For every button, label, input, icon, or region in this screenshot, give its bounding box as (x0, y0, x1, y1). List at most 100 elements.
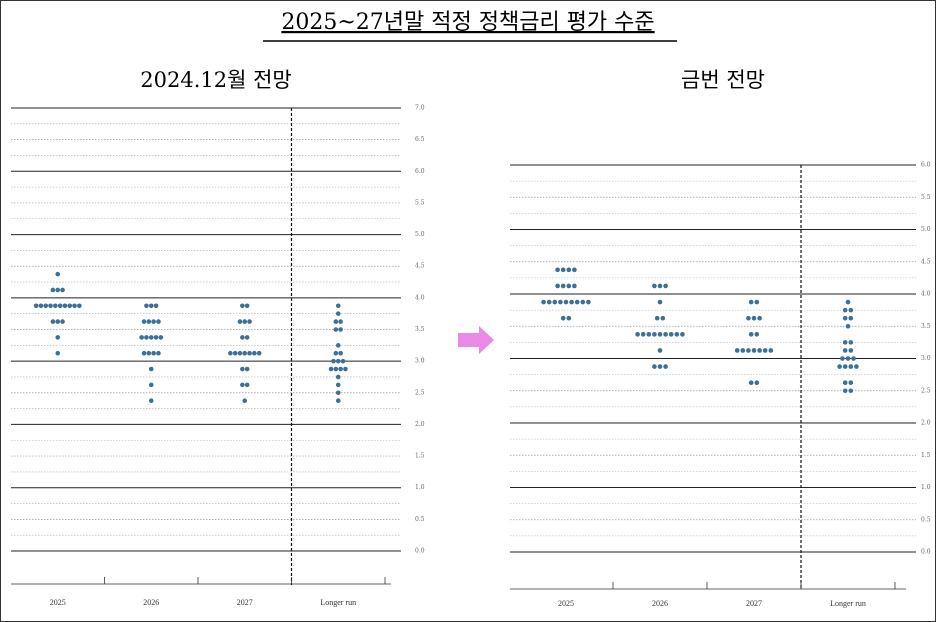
dot (657, 332, 663, 337)
dot (144, 303, 149, 309)
dot (572, 283, 577, 289)
dot (663, 283, 668, 289)
dot (757, 348, 762, 353)
y-tick-label: 0.0 (415, 548, 425, 555)
x-tick-label: 2025 (50, 598, 66, 607)
chart-title: 2024.12월 전망 (140, 68, 291, 92)
dot (566, 315, 572, 321)
dot (338, 319, 343, 324)
dot (148, 303, 154, 309)
x-tick-label: 2027 (746, 599, 762, 608)
dot (754, 380, 760, 385)
dot (654, 315, 660, 321)
dot (55, 335, 61, 340)
x-tick-label: 2026 (143, 598, 159, 607)
dot (848, 364, 854, 369)
dot (558, 299, 563, 305)
dot (845, 299, 851, 305)
dot (60, 319, 65, 324)
chart-title: 금번 전망 (681, 68, 765, 92)
dot (840, 356, 845, 361)
dot (754, 332, 760, 337)
y-tick-label: 2.5 (921, 387, 931, 394)
dot (569, 299, 574, 305)
dot (153, 335, 159, 340)
dot (141, 350, 147, 356)
dot (72, 303, 77, 309)
y-tick-label: 3.5 (415, 326, 425, 333)
y-tick-label: 4.5 (415, 263, 425, 270)
y-tick-label: 6.0 (415, 168, 425, 175)
dot (247, 319, 252, 324)
x-tick-label: 2025 (558, 599, 574, 608)
dot (247, 350, 252, 356)
x-tick-label: Longer run (320, 598, 356, 607)
dot (148, 398, 154, 403)
dot (652, 332, 657, 337)
dot (38, 303, 44, 309)
dot (335, 390, 341, 396)
y-tick-label: 5.5 (921, 194, 931, 201)
dot (580, 299, 586, 305)
dot (560, 267, 566, 273)
dot (335, 358, 341, 364)
dot (668, 332, 674, 337)
dot (560, 283, 566, 289)
dot (746, 348, 751, 353)
dot (845, 356, 851, 361)
dot (842, 380, 848, 385)
y-tick-label: 5.0 (921, 226, 931, 233)
dot (146, 319, 152, 324)
dot (333, 350, 339, 356)
dot (333, 319, 339, 324)
dot (572, 267, 577, 273)
dot (842, 364, 848, 369)
y-tick-label: 3.0 (921, 355, 931, 362)
dot (842, 315, 848, 321)
dot (338, 366, 343, 372)
dot (242, 319, 248, 324)
y-tick-label: 5.0 (415, 231, 425, 238)
dot (139, 335, 144, 340)
dot (333, 327, 339, 332)
dot (560, 315, 566, 321)
dot (156, 350, 161, 356)
dot (657, 299, 663, 305)
dot (240, 303, 245, 309)
dot (555, 267, 560, 273)
dot (657, 348, 663, 353)
dot (854, 364, 859, 369)
dot (151, 350, 156, 356)
dot (151, 319, 156, 324)
dot (331, 358, 336, 364)
y-tick-label: 4.0 (921, 291, 931, 298)
dot (848, 340, 854, 345)
dot (757, 315, 762, 321)
dot (240, 382, 245, 388)
dot (242, 350, 248, 356)
y-tick-label: 3.5 (921, 323, 931, 330)
dot (652, 364, 657, 369)
y-tick-label: 1.0 (415, 484, 425, 491)
dot (335, 398, 341, 403)
dot (746, 315, 751, 321)
dot (55, 319, 61, 324)
y-tick-label: 1.5 (921, 452, 931, 459)
dot (158, 335, 164, 340)
dot (660, 315, 666, 321)
dot (228, 350, 233, 356)
dot (62, 303, 68, 309)
y-tick-label: 6.5 (415, 136, 425, 143)
dot (60, 287, 65, 293)
x-tick-label: Longer run (830, 599, 866, 608)
dot (335, 311, 341, 316)
y-tick-label: 5.5 (415, 199, 425, 206)
dot (546, 299, 552, 305)
dot (237, 350, 243, 356)
dot (754, 299, 760, 305)
dot (640, 332, 646, 337)
dot (55, 271, 61, 277)
dot (50, 287, 56, 293)
dot (563, 299, 569, 305)
